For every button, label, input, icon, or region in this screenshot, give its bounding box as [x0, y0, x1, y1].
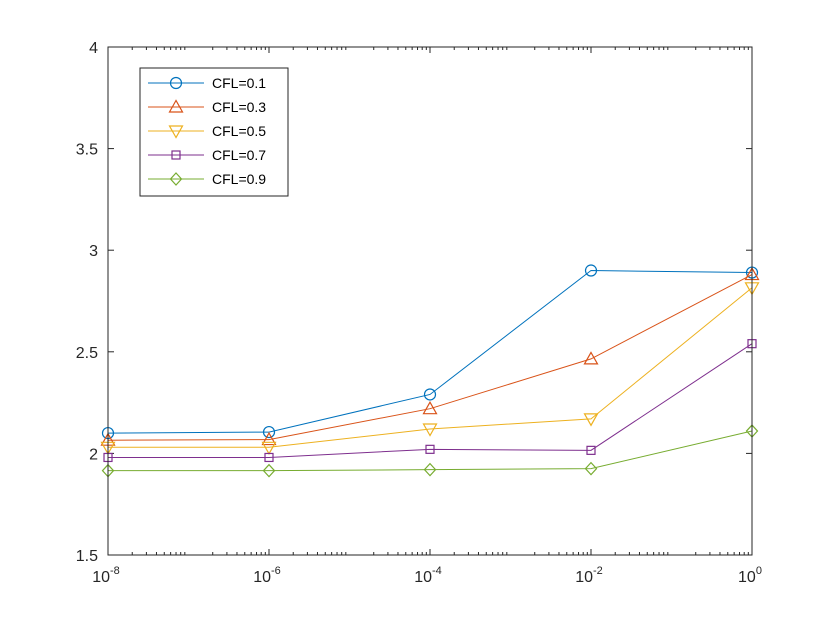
y-tick-label: 3.5	[76, 142, 98, 159]
plot-frame	[107, 46, 753, 556]
data-point	[262, 463, 276, 478]
series-line	[108, 430, 753, 472]
x-tick-label: 10-8	[92, 565, 120, 586]
y-tick-label: 3	[89, 243, 98, 260]
data-point	[584, 264, 598, 277]
legend-item: CFL=0.1	[148, 75, 266, 91]
legend-item: CFL=0.9	[148, 171, 266, 187]
data-point	[422, 400, 438, 415]
x-tick-label: 10-4	[414, 565, 442, 586]
legend-marker	[169, 76, 183, 90]
data-point	[423, 462, 437, 477]
legend-marker	[171, 150, 181, 160]
legend-item: CFL=0.7	[148, 147, 266, 163]
y-tick-labels: 1.5 2 2.5 3 3.5 4	[76, 40, 98, 565]
legend-label: CFL=0.7	[212, 147, 266, 163]
legend-item: CFL=0.3	[148, 99, 266, 115]
data-point	[262, 425, 276, 439]
y-tick-label: 1.5	[76, 548, 98, 565]
legend: CFL=0.1 CFL=0.3 CFL=0.5 CFL=0.7 CFL=0.9	[139, 67, 289, 197]
data-point	[261, 431, 277, 446]
legend-marker	[168, 99, 184, 113]
data-point	[422, 423, 438, 437]
legend-marker	[168, 125, 184, 139]
data-point	[261, 441, 277, 456]
legend-label: CFL=0.9	[212, 171, 266, 187]
data-point	[583, 351, 599, 365]
series-line	[107, 270, 753, 434]
legend-label: CFL=0.3	[212, 99, 266, 115]
x-tick-labels: 10-8 10-6 10-4 10-2 100	[92, 565, 762, 586]
legend-label: CFL=0.5	[212, 123, 266, 139]
legend-item: CFL=0.5	[148, 123, 266, 139]
data-point	[584, 461, 598, 476]
data-point	[425, 444, 435, 454]
data-point	[583, 413, 599, 427]
y-tick-label: 2.5	[76, 345, 98, 362]
series-line	[108, 343, 753, 458]
x-tick-label: 10-2	[575, 565, 603, 586]
series-line	[108, 287, 753, 448]
x-tick-label: 100	[738, 565, 762, 586]
data-point	[264, 452, 274, 463]
data-point	[423, 388, 437, 401]
series-CFL=0.9	[101, 424, 759, 478]
legend-label: CFL=0.1	[212, 75, 266, 91]
legend-box	[139, 67, 289, 197]
series-line	[107, 274, 753, 441]
data-point	[586, 445, 596, 455]
x-tick-label: 10-6	[253, 565, 281, 586]
y-tick-label: 4	[89, 40, 98, 57]
y-tick-label: 2	[89, 446, 98, 463]
legend-marker	[169, 172, 183, 186]
